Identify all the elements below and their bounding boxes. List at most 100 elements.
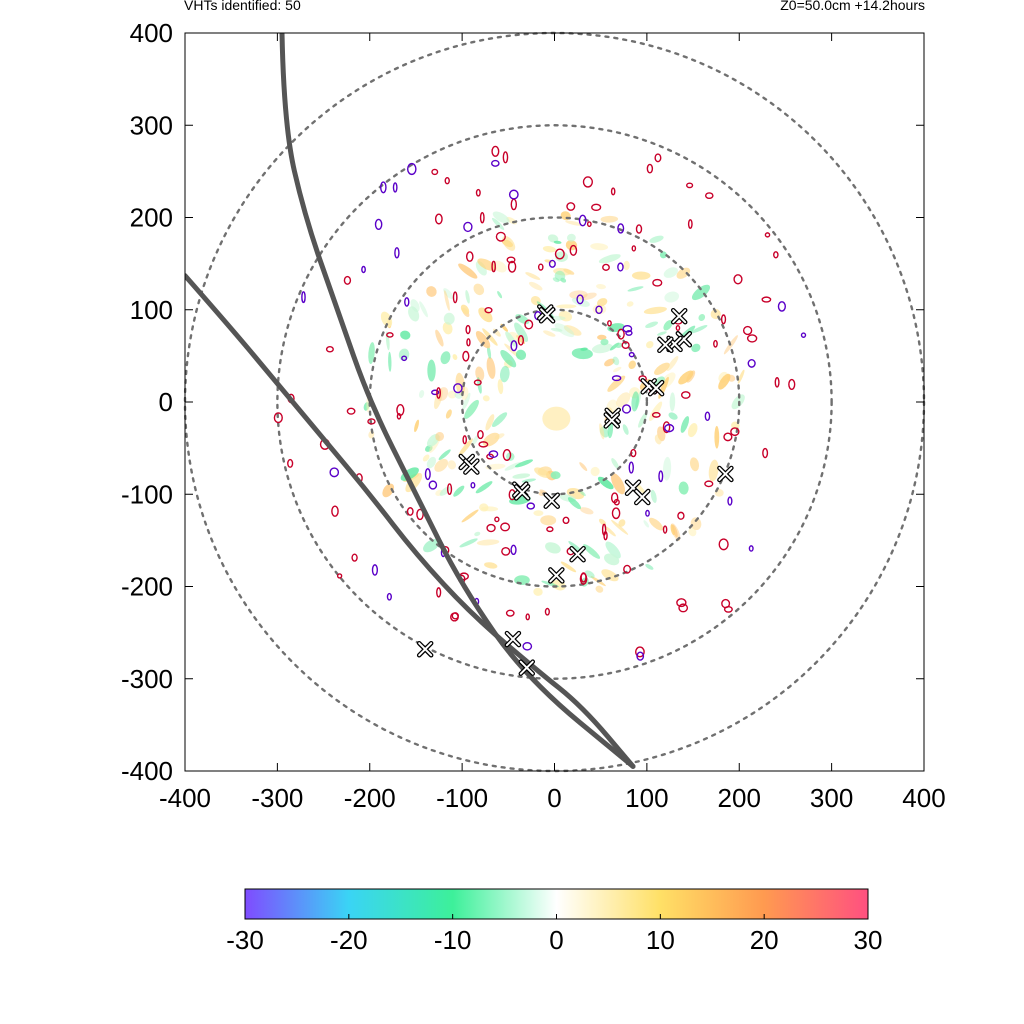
contour-loop bbox=[510, 544, 517, 556]
contour-loop bbox=[621, 404, 632, 414]
contour-loop bbox=[491, 260, 496, 273]
contour-loop bbox=[404, 297, 410, 307]
field-blob bbox=[601, 569, 619, 582]
field-blob bbox=[475, 261, 487, 276]
field-blob bbox=[368, 342, 375, 365]
contour-loop bbox=[654, 153, 662, 163]
field-blob bbox=[659, 251, 667, 259]
contour-loop bbox=[436, 587, 442, 598]
contour-loop bbox=[621, 341, 630, 349]
y-tick-label: 0 bbox=[159, 387, 173, 417]
contour-loop bbox=[635, 224, 643, 234]
field-blob bbox=[474, 531, 481, 537]
contour-loop bbox=[704, 411, 711, 422]
contour-loop bbox=[325, 345, 334, 353]
contour-loop bbox=[773, 251, 779, 259]
vht-marker-fill bbox=[649, 381, 664, 396]
field-blob bbox=[663, 320, 673, 331]
vht-marker bbox=[670, 307, 688, 325]
field-blob bbox=[462, 392, 471, 410]
field-blob bbox=[596, 298, 608, 307]
vht-marker bbox=[647, 379, 665, 397]
contour-loop bbox=[273, 412, 283, 424]
vht-marker bbox=[675, 331, 693, 348]
contour-loop bbox=[628, 351, 635, 358]
vht-markers bbox=[416, 304, 734, 676]
contour-loop bbox=[720, 314, 727, 325]
field-blob bbox=[645, 321, 658, 328]
contour-loop bbox=[386, 592, 392, 601]
contour-loop bbox=[603, 530, 608, 541]
contour-loop bbox=[680, 391, 691, 399]
field-blob bbox=[482, 395, 490, 402]
contour-loop bbox=[346, 407, 356, 415]
contour-loop bbox=[788, 378, 796, 391]
field-blob bbox=[560, 277, 567, 283]
contour-loop bbox=[664, 423, 675, 433]
contour-loop bbox=[761, 296, 772, 303]
field-blob bbox=[434, 458, 448, 472]
field-blob bbox=[579, 462, 588, 471]
contour-loop bbox=[733, 274, 743, 285]
contour-loop bbox=[617, 223, 625, 234]
field-blob bbox=[484, 562, 498, 569]
field-blob bbox=[458, 263, 478, 279]
contour-loop bbox=[380, 181, 387, 194]
vht-marker-fill bbox=[519, 660, 534, 675]
field-blob bbox=[687, 423, 698, 438]
field-blob bbox=[646, 340, 654, 349]
field-blob bbox=[438, 449, 451, 461]
contour-loop bbox=[651, 412, 661, 418]
contour-loop bbox=[473, 379, 482, 386]
field-blob bbox=[649, 235, 664, 243]
colorbar-tick-label: 10 bbox=[646, 925, 675, 955]
contour-loop bbox=[678, 603, 689, 613]
contour-loop bbox=[331, 505, 339, 517]
field-blob bbox=[447, 390, 457, 399]
contour-loop bbox=[591, 203, 602, 212]
field-blob bbox=[607, 323, 625, 333]
contour-loop bbox=[452, 291, 458, 304]
field-blob bbox=[584, 570, 595, 579]
field-blob bbox=[464, 399, 479, 419]
field-blob bbox=[580, 292, 597, 301]
contour-loop bbox=[579, 572, 588, 585]
field-blob bbox=[556, 304, 577, 309]
vht-marker-fill bbox=[658, 337, 673, 352]
field-blob bbox=[512, 473, 531, 479]
x-tick-label: -100 bbox=[436, 783, 488, 813]
x-tick-label: 100 bbox=[625, 783, 668, 813]
field-blob bbox=[494, 433, 505, 440]
field-blob bbox=[408, 306, 420, 322]
contour-loop bbox=[428, 480, 438, 490]
contour-loop bbox=[465, 324, 471, 335]
field-blob bbox=[504, 462, 522, 471]
field-blob bbox=[649, 401, 663, 422]
contour-loop bbox=[636, 651, 645, 661]
field-blob bbox=[596, 284, 607, 290]
contour-loop bbox=[611, 507, 621, 520]
field-blob bbox=[690, 517, 702, 531]
field-blob bbox=[612, 356, 620, 366]
contour-loop bbox=[721, 598, 731, 609]
contour-loop bbox=[742, 325, 753, 336]
field-blob bbox=[708, 459, 719, 482]
contour-loop bbox=[361, 265, 366, 274]
field-blob bbox=[698, 314, 706, 321]
field-blob bbox=[688, 527, 697, 537]
field-blob bbox=[613, 366, 622, 373]
field-blob bbox=[427, 359, 436, 382]
contour-loop bbox=[374, 218, 383, 230]
field-blob bbox=[656, 331, 667, 336]
contour-loop bbox=[446, 483, 453, 496]
field-blob bbox=[423, 539, 440, 553]
field-blob bbox=[598, 254, 621, 264]
vht-marker-fill bbox=[570, 547, 585, 562]
field-blob bbox=[454, 391, 463, 399]
field-blob bbox=[502, 235, 516, 251]
field-blob bbox=[400, 330, 411, 340]
contour-loop bbox=[495, 231, 506, 242]
contour-loop bbox=[484, 306, 493, 314]
field-blob bbox=[444, 290, 450, 311]
